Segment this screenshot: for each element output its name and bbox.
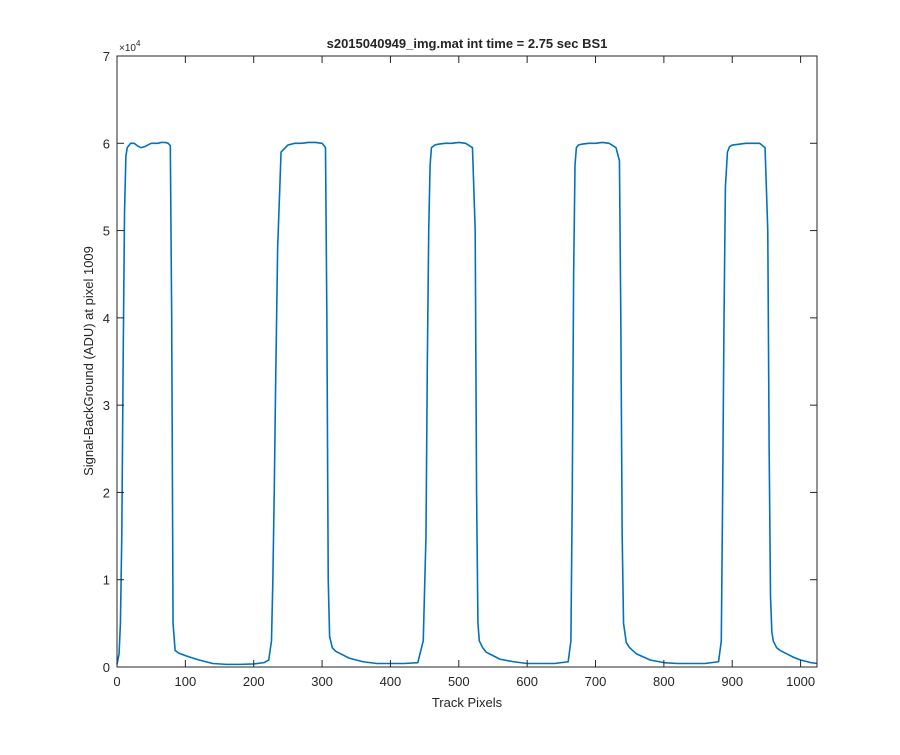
data-layer bbox=[116, 141, 818, 666]
x-tick-label: 700 bbox=[585, 674, 607, 689]
y-axis: 0 1 2 3 4 5 6 7 bbox=[103, 49, 817, 675]
y-tick-label: 7 bbox=[103, 49, 110, 64]
x-tick-label: 500 bbox=[448, 674, 470, 689]
x-tick-label: 600 bbox=[516, 674, 538, 689]
x-tick-label: 400 bbox=[380, 674, 402, 689]
chart-title: s2015040949_img.mat int time = 2.75 sec … bbox=[327, 36, 608, 51]
series-line-0 bbox=[116, 141, 818, 666]
y-exponent-label: ×104 bbox=[119, 39, 141, 54]
y-exponent-value: 4 bbox=[136, 39, 141, 48]
x-axis-label: Track Pixels bbox=[432, 695, 503, 710]
x-tick-label: 800 bbox=[653, 674, 675, 689]
x-tick-label: 0 bbox=[113, 674, 120, 689]
plot-background bbox=[117, 56, 817, 667]
y-tick-label: 5 bbox=[103, 224, 110, 239]
x-tick-label: 200 bbox=[243, 674, 265, 689]
x-tick-label: 300 bbox=[311, 674, 333, 689]
y-axis-label: Signal-BackGround (ADU) at pixel 1009 bbox=[81, 246, 96, 476]
x-axis: 0 100 200 300 400 500 600 700 800 900 1000 bbox=[113, 56, 815, 689]
y-tick-label: 2 bbox=[103, 485, 110, 500]
x-tick-label: 900 bbox=[721, 674, 743, 689]
y-tick-label: 6 bbox=[103, 136, 110, 151]
y-tick-label: 4 bbox=[103, 311, 110, 326]
x-tick-label: 1000 bbox=[786, 674, 815, 689]
x-tick-label: 100 bbox=[175, 674, 197, 689]
y-tick-label: 1 bbox=[103, 573, 110, 588]
plot-box bbox=[116, 55, 818, 668]
y-tick-label: 0 bbox=[103, 660, 110, 675]
y-tick-label: 3 bbox=[103, 398, 110, 413]
